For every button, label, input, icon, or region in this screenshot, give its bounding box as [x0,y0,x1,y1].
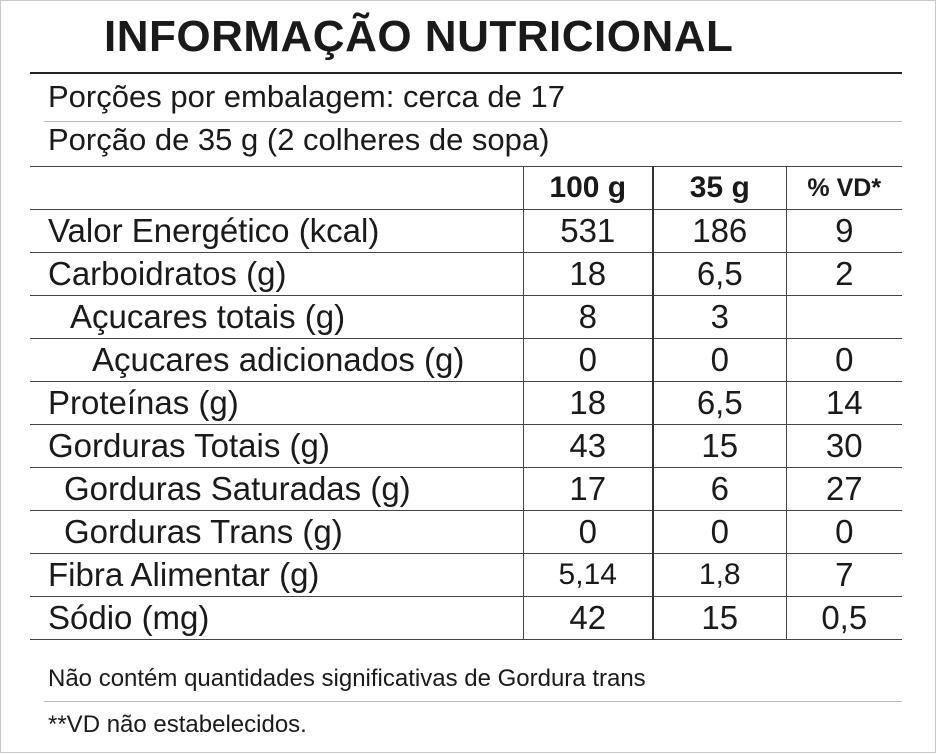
row-label: Açucares adicionados (g) [30,338,523,382]
row-value-vd: 14 [785,381,902,425]
table-row: Açucares totais (g) 8 3 [30,295,902,339]
row-value-vd: 2 [785,252,902,296]
table-row: Gorduras Trans (g) 0 0 0 [30,510,902,554]
info-divider [44,121,902,122]
row-label: Gorduras Saturadas (g) [30,467,523,511]
servings-per-package: Porções por embalagem: cerca de 17 [48,79,565,114]
table-row: Proteínas (g) 18 6,5 14 [30,381,902,425]
row-value-serving: 6,5 [652,252,786,296]
row-value-vd [785,295,902,339]
row-label: Carboidratos (g) [30,252,523,296]
row-value-serving: 6,5 [652,381,786,425]
row-value-serving: 0 [652,338,786,382]
header-serving: 35 g [652,166,786,210]
row-value-100g: 0 [522,510,653,554]
row-value-vd: 9 [785,209,902,253]
row-value-serving: 1,8 [652,553,786,597]
row-label: Sódio (mg) [30,596,523,640]
row-value-100g: 42 [522,596,653,640]
row-label: Açucares totais (g) [30,295,523,339]
table-row: Sódio (mg) 42 15 0,5 [30,596,902,640]
footnote-vd: **VD não estabelecidos. [48,711,307,738]
header-100g: 100 g [522,166,653,210]
row-value-serving: 6 [652,467,786,511]
row-value-serving: 0 [652,510,786,554]
row-label: Valor Energético (kcal) [30,209,523,253]
table-row: Valor Energético (kcal) 531 186 9 [30,209,902,253]
row-value-serving: 3 [652,295,786,339]
table-row: Gorduras Totais (g) 43 15 30 [30,424,902,468]
table-row: Gorduras Saturadas (g) 17 6 27 [30,467,902,511]
table-row: Açucares adicionados (g) 0 0 0 [30,338,902,382]
row-value-vd: 27 [785,467,902,511]
row-value-100g: 5,14 [522,553,653,597]
row-value-vd: 0 [785,510,902,554]
table-row: Fibra Alimentar (g) 5,14 1,8 7 [30,553,902,597]
row-value-serving: 15 [652,424,786,468]
row-value-100g: 17 [522,467,653,511]
row-value-100g: 43 [522,424,653,468]
row-value-vd: 0,5 [785,596,902,640]
title-divider [30,72,902,74]
row-value-vd: 7 [785,553,902,597]
table-row: Carboidratos (g) 18 6,5 2 [30,252,902,296]
row-value-100g: 0 [522,338,653,382]
nutrition-table: 100 g 35 g % VD* Valor Energético (kcal)… [30,166,902,640]
row-label: Gorduras Totais (g) [30,424,523,468]
row-label: Proteínas (g) [30,381,523,425]
footnote-divider [44,701,902,702]
row-value-100g: 18 [522,381,653,425]
row-value-100g: 8 [522,295,653,339]
header-vd: % VD* [785,166,902,210]
footnote-trans: Não contém quantidades significativas de… [48,665,646,692]
header-label-cell [30,166,523,210]
row-value-vd: 0 [785,338,902,382]
label-title: INFORMAÇÃO NUTRICIONAL [104,12,734,61]
row-value-100g: 531 [522,209,653,253]
row-label: Gorduras Trans (g) [30,510,523,554]
table-header-row: 100 g 35 g % VD* [30,166,902,210]
row-label: Fibra Alimentar (g) [30,553,523,597]
serving-size: Porção de 35 g (2 colheres de sopa) [48,122,550,157]
row-value-vd: 30 [785,424,902,468]
row-value-100g: 18 [522,252,653,296]
row-value-serving: 186 [652,209,786,253]
row-value-serving: 15 [652,596,786,640]
